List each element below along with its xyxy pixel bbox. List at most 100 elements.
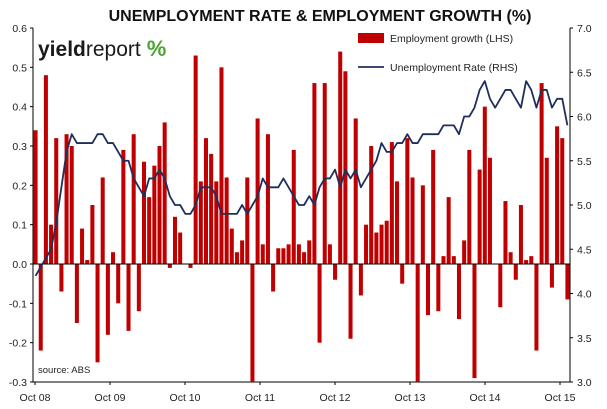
legend-bars-swatch (358, 33, 384, 43)
yieldreport-logo: yieldreport% (38, 36, 166, 61)
source-note: source: ABS (38, 365, 90, 376)
logo-part-report: report (86, 38, 141, 61)
employment-growth-bar (348, 264, 353, 339)
employment-growth-bar (534, 264, 539, 351)
left-tick-label: 0.0 (12, 259, 27, 271)
employment-growth-bar (333, 264, 338, 280)
employment-growth-bar (364, 224, 369, 264)
left-tick-label: 0.3 (12, 141, 27, 153)
employment-growth-bar (214, 181, 219, 264)
employment-growth-bar (260, 244, 265, 264)
employment-growth-bar (255, 118, 260, 264)
employment-growth-bar (105, 264, 110, 335)
employment-growth-bar (513, 264, 518, 280)
employment-growth-bar (142, 161, 147, 264)
left-tick-label: 0.4 (12, 102, 27, 114)
right-tick-label: 6.5 (577, 67, 592, 79)
x-axis-ticks: Oct 08 Oct 09 Oct 10 Oct 11 Oct 12 Oct 13 Oct … (20, 382, 576, 404)
employment-growth-bar (353, 118, 358, 264)
employment-growth-bar (482, 106, 487, 264)
employment-growth-bar (415, 264, 420, 382)
employment-growth-bar (126, 264, 131, 331)
employment-growth-bar (90, 205, 95, 264)
left-tick-label: -0.3 (9, 377, 27, 389)
employment-growth-bar (462, 240, 467, 264)
employment-growth-bar (503, 201, 508, 264)
x-tick-label: Oct 14 (470, 392, 501, 404)
employment-growth-bar (477, 169, 482, 264)
employment-growth-bar (178, 232, 183, 264)
employment-growth-bar (544, 157, 549, 264)
employment-growth-bar (85, 260, 90, 264)
logo-text: yieldreport% (38, 36, 166, 61)
employment-growth-bar (100, 177, 105, 264)
x-tick-label: Oct 12 (320, 392, 351, 404)
unemployment-rate-line (34, 80, 569, 277)
employment-growth-bar (162, 122, 167, 265)
employment-growth-bar (59, 264, 64, 292)
employment-growth-bar (467, 149, 472, 264)
employment-growth-bar (410, 177, 415, 264)
employment-growth-bar (271, 264, 276, 292)
employment-growth-bar (33, 130, 38, 264)
left-tick-label: 0.2 (12, 180, 27, 192)
employment-growth-bar (343, 71, 348, 265)
employment-growth-bar (38, 264, 43, 351)
x-tick-label: Oct 10 (170, 392, 201, 404)
employment-growth-bar (539, 83, 544, 264)
employment-growth-bar (338, 51, 343, 264)
employment-growth-bar (49, 224, 54, 264)
legend-bars-label: Employment growth (LHS) (390, 33, 513, 45)
employment-growth-bar (188, 264, 193, 268)
employment-growth-bar (234, 252, 239, 264)
logo-percent-symbol: % (147, 36, 167, 61)
right-tick-label: 4.5 (577, 244, 592, 256)
employment-growth-bar (322, 83, 327, 264)
employment-growth-bar (425, 264, 431, 316)
employment-growth-bar (121, 149, 126, 264)
employment-growth-bar (286, 244, 291, 264)
employment-growth-bar (250, 264, 255, 382)
employment-growth-bar (131, 134, 136, 264)
employment-growth-bar (395, 181, 400, 264)
employment-growth-bar (54, 138, 59, 264)
employment-growth-bar (472, 264, 477, 379)
employment-growth-bar (389, 142, 394, 264)
employment-growth-bar (405, 138, 410, 264)
employment-growth-bar (456, 264, 461, 320)
employment-growth-bars (33, 51, 570, 382)
employment-growth-bar (276, 248, 281, 264)
employment-growth-bar (224, 177, 229, 264)
employment-growth-bar (198, 181, 203, 264)
employment-growth-bar (157, 146, 162, 264)
right-tick-label: 3.5 (577, 333, 592, 345)
employment-growth-bar (209, 153, 214, 264)
employment-growth-bar (116, 264, 121, 304)
right-axis-ticks: 3.0 3.5 4.0 4.5 5.0 5.5 6.0 6.5 7.0 (570, 23, 592, 389)
employment-growth-bar (436, 264, 441, 312)
right-tick-label: 6.0 (577, 112, 592, 124)
employment-growth-bar (487, 157, 492, 264)
employment-growth-bar (95, 264, 100, 363)
employment-growth-bar (302, 252, 307, 264)
employment-growth-bar (379, 224, 384, 264)
employment-growth-bar (565, 264, 570, 300)
employment-growth-bar (281, 248, 286, 264)
employment-growth-bar (555, 126, 560, 264)
logo-part-yield: yield (38, 38, 86, 61)
left-tick-label: -0.1 (9, 298, 27, 310)
employment-growth-bar (529, 256, 534, 264)
employment-growth-bar (136, 264, 141, 312)
employment-growth-bar (167, 264, 172, 268)
employment-growth-bar (498, 264, 503, 308)
employment-growth-bar (229, 228, 234, 264)
employment-growth-bar (549, 264, 554, 288)
right-tick-label: 5.5 (577, 156, 592, 168)
employment-growth-bar (152, 165, 157, 264)
employment-growth-bar (64, 134, 69, 264)
employment-growth-bar (43, 75, 48, 264)
employment-growth-bar (265, 134, 270, 264)
x-tick-label: Oct 08 (20, 392, 51, 404)
employment-growth-bar (518, 205, 523, 264)
